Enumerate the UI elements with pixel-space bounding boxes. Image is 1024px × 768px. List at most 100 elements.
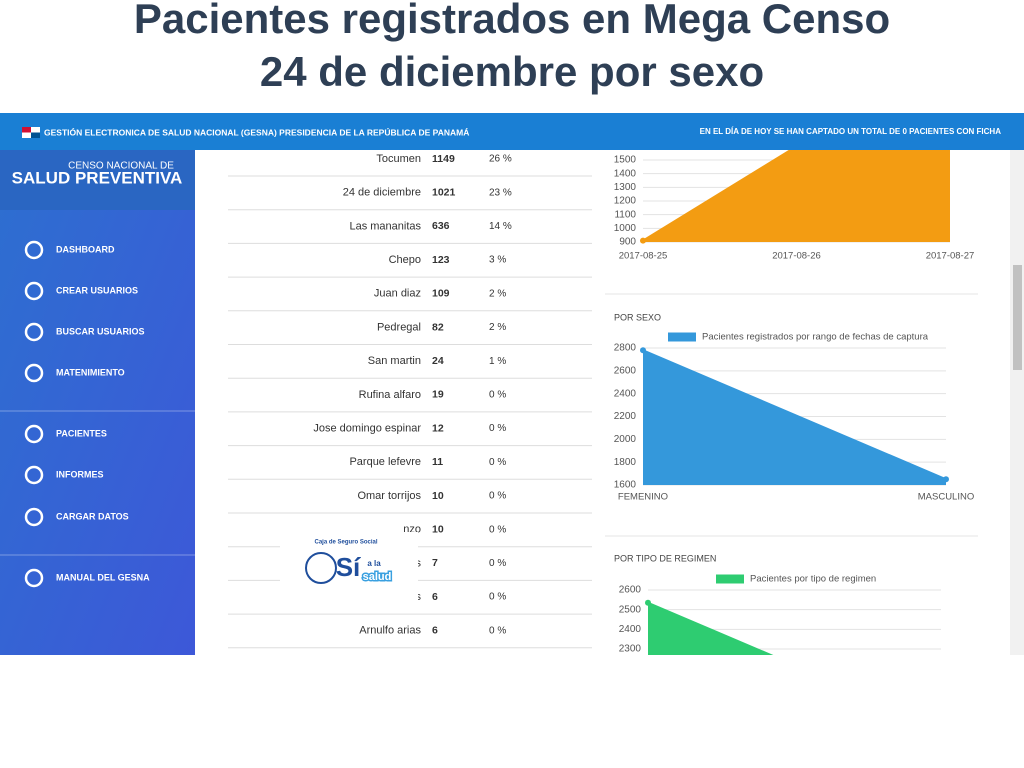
y-tick-label: 1400: [614, 168, 637, 179]
cell-pct: 2 %: [489, 288, 506, 299]
cell-pct: 0 %: [489, 592, 506, 603]
cell-pct: 0 %: [489, 390, 506, 401]
menu-item[interactable]: CREAR USUARIOS: [56, 285, 138, 295]
y-tick-label: 1800: [614, 457, 637, 468]
area: [648, 602, 771, 655]
cell-name: 24 de diciembre: [343, 187, 421, 199]
flag: [22, 127, 31, 133]
cell-count: 10: [432, 523, 444, 535]
y-tick-label: 900: [619, 237, 636, 248]
cell-pct: 2 %: [489, 322, 506, 333]
point: [943, 476, 949, 483]
cell-count: 6: [432, 591, 438, 603]
cell-name: Jose domingo espinar: [313, 423, 421, 435]
cell-name: Omar torrijos: [357, 490, 421, 502]
scroll-thumb[interactable]: [1013, 265, 1022, 370]
x-tick-label: 2017-08-26: [772, 251, 821, 262]
cell-name: Pedregal: [377, 321, 421, 333]
brand-area: [0, 150, 195, 210]
y-tick-label: 1100: [614, 209, 636, 220]
topbar: [0, 113, 1024, 150]
menu-item[interactable]: DASHBOARD: [56, 244, 115, 254]
screenshot: GESTIÓN ELECTRONICA DE SALUD NACIONAL (G…: [0, 113, 1024, 735]
topbar-title: GESTIÓN ELECTRONICA DE SALUD NACIONAL (G…: [44, 126, 469, 137]
menu-icon: [24, 281, 44, 301]
chart-title: POR SEXO: [614, 312, 661, 322]
cell-name: Chepo: [389, 254, 421, 266]
cell-count: 10: [432, 490, 444, 502]
cell-pct: 14 %: [489, 221, 512, 232]
cell-name: Rufina alfaro: [359, 389, 421, 401]
cell-count: 6: [432, 625, 438, 637]
cell-pct: 0 %: [489, 423, 506, 434]
y-tick-label: 2400: [614, 388, 637, 399]
y-tick-label: 1200: [614, 196, 637, 207]
line: [647, 601, 774, 655]
point: [948, 729, 954, 735]
cell-count: 82: [432, 321, 444, 333]
line: [642, 349, 947, 481]
cell-name: Parque lefevre: [349, 456, 421, 468]
cell-count: 7: [432, 557, 438, 569]
menu-icon: [24, 322, 44, 342]
x-tick-label: FEMENINO: [618, 492, 668, 503]
cell-pct: 0 %: [489, 625, 506, 636]
topbar-info: EN EL DÍA DE HOY SE HAN CAPTADO UN TOTAL…: [700, 127, 1002, 136]
y-tick-label: 2800: [614, 343, 637, 354]
cell-count: 123: [432, 254, 450, 266]
menu-item[interactable]: INFORMES: [56, 469, 104, 479]
cell-count: 636: [432, 220, 450, 232]
badge-text: a la: [367, 559, 381, 568]
badge-text: salud: [363, 571, 392, 583]
slide-title: 24 de diciembre por sexo: [260, 48, 764, 95]
brand-main: SALUD PREVENTIVA: [12, 168, 183, 187]
cell-count: 109: [432, 288, 450, 300]
menu-icon: [24, 363, 44, 383]
cell-name: San martin: [368, 355, 421, 367]
brand-top: CENSO NACIONAL DE: [68, 161, 174, 172]
badge-text: Sí: [336, 552, 361, 582]
chart-title: POR TIPO DE REGIMEN: [614, 553, 716, 563]
badge-emblem: [305, 552, 337, 584]
x-tick-label: MASCULINO: [918, 492, 974, 503]
chart: 2300 2400 2500 2600: [619, 585, 954, 735]
menu-item[interactable]: PACIENTES: [56, 428, 107, 438]
chart: 900 1000 1100 1200 1300 1400 1500 2017-08-25 201…: [614, 150, 975, 262]
y-tick-label: 2000: [614, 434, 637, 445]
legend-label: Pacientes por tipo de regimen: [750, 574, 876, 585]
cell-pct: 0 %: [489, 491, 506, 502]
cell-count: 1021: [432, 186, 456, 198]
legend-label: Pacientes registrados por rango de fecha…: [702, 332, 929, 343]
cell-count: 12: [432, 422, 444, 434]
chart: 1600 1800 2000 2200 2400 2600 2800 FEMENINO MASC…: [614, 343, 974, 503]
y-tick-label: 2600: [619, 585, 642, 596]
area: [643, 350, 946, 485]
cell-pct: 0 %: [489, 457, 506, 468]
y-tick-label: 2500: [619, 604, 642, 615]
point: [640, 347, 646, 354]
point: [640, 237, 646, 244]
y-tick-label: 2200: [614, 411, 637, 422]
cell-name: Juan diaz: [374, 288, 421, 300]
y-tick-label: 2600: [614, 365, 637, 376]
cell-count: 11: [432, 456, 443, 468]
cell-name: Las mananitas: [349, 220, 421, 232]
badge: [280, 532, 418, 610]
cell-pct: 3 %: [489, 255, 506, 266]
menu-item[interactable]: BUSCAR USUARIOS: [56, 326, 145, 336]
menu-item[interactable]: CARGAR DATOS: [56, 511, 129, 521]
flag: [31, 132, 40, 138]
menu-icon: [24, 424, 44, 444]
area: [643, 150, 950, 242]
menu-item[interactable]: MATENIMIENTO: [56, 367, 125, 377]
scrollbar[interactable]: [1010, 150, 1024, 655]
menu-item[interactable]: MANUAL DEL GESNA: [56, 572, 150, 582]
cell-name: Tocumen: [376, 153, 421, 165]
y-tick-label: 1000: [614, 223, 637, 234]
cell-count: 1149: [432, 153, 455, 165]
cell-pct: 23 %: [489, 187, 512, 198]
x-tick-label: 2017-08-27: [926, 251, 975, 262]
menu-icon: [24, 240, 44, 260]
y-tick-label: 1600: [614, 480, 637, 491]
